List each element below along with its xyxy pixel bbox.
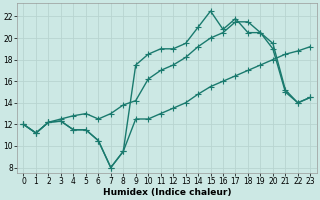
X-axis label: Humidex (Indice chaleur): Humidex (Indice chaleur): [103, 188, 231, 197]
